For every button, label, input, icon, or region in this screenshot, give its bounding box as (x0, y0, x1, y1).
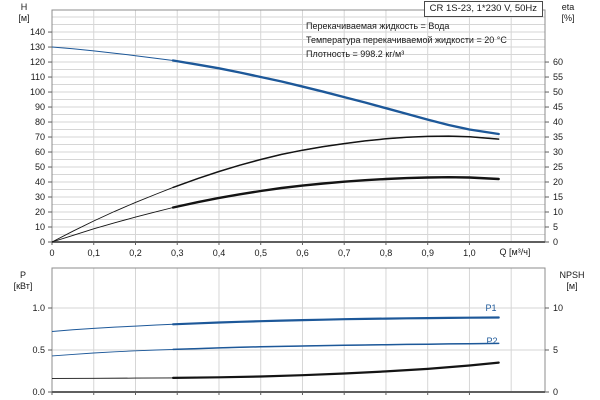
right-axis-tick-label: 0 (553, 387, 558, 397)
x-axis-tick-label: 0,9 (421, 248, 434, 258)
power-axis-unit: [кВт] (13, 281, 33, 291)
left-axis-tick-label: 20 (35, 207, 45, 217)
head-axis-unit: [м] (18, 13, 30, 23)
right-axis-tick-label: 0 (553, 237, 558, 247)
left-axis-tick-label: 0.5 (32, 345, 45, 355)
left-axis-tick-label: 40 (35, 177, 45, 187)
x-axis-tick-label: 0,8 (380, 248, 393, 258)
p1-curve-label: P1 (485, 303, 497, 313)
right-axis-tick-label: 10 (553, 207, 563, 217)
right-axis-tick-label: 45 (553, 102, 563, 112)
eta-axis-label: eta [%] (550, 2, 586, 24)
right-axis-tick-label: 20 (553, 177, 563, 187)
right-axis-tick-label: 25 (553, 162, 563, 172)
eta-total-curve-bold (171, 175, 500, 209)
left-axis-tick-label: 120 (30, 57, 45, 67)
head-axis-label: H [м] (10, 2, 38, 24)
left-axis-tick-label: 100 (30, 87, 45, 97)
right-axis-tick-label: 40 (553, 117, 563, 127)
x-axis-tick-label: 0,4 (213, 248, 226, 258)
x-axis-tick-label: 0,3 (171, 248, 184, 258)
eta-axis-unit: [%] (561, 13, 575, 23)
x-axis-tick-label: 0,6 (296, 248, 309, 258)
right-axis-tick-label: 50 (553, 87, 563, 97)
right-axis-tick-label: 10 (553, 303, 563, 313)
x-axis-tick-label: 0 (49, 248, 54, 258)
p1-curve-bold (172, 316, 500, 326)
pump-type-title: CR 1S-23, 1*230 V, 50Hz (423, 1, 543, 17)
eta-axis-name: eta (561, 2, 575, 12)
right-axis-tick-label: 5 (553, 345, 558, 355)
right-axis-tick-label: 60 (553, 57, 563, 67)
x-axis-tick-label: 0,2 (129, 248, 142, 258)
x-axis-tick-label: 0,7 (338, 248, 351, 258)
left-axis-tick-label: 60 (35, 147, 45, 157)
x-axis-tick-label: 1,0 (463, 248, 476, 258)
power-axis-label: P [кВт] (5, 270, 41, 292)
npsh-axis-name: NPSH (559, 270, 585, 280)
left-axis-tick-label: 50 (35, 162, 45, 172)
p1-curve-thin (51, 317, 499, 332)
left-axis-tick-label: 130 (30, 42, 45, 52)
right-axis-tick-label: 15 (553, 192, 563, 202)
head-curve-bold (171, 59, 500, 136)
npsh-axis-label: NPSH [м] (548, 270, 596, 292)
p2-curve-label: P2 (486, 336, 498, 346)
left-axis-tick-label: 0 (40, 237, 45, 247)
power-axis-name: P (19, 270, 26, 280)
left-axis-tick-label: 140 (30, 27, 45, 37)
plot-border (51, 267, 546, 393)
p2-curve-bold (172, 342, 500, 351)
x-axis-tick-label: 0,5 (254, 248, 267, 258)
left-axis-tick-label: 110 (31, 72, 45, 82)
info-line-liquid: Перекачиваемая жидкость = Вода (306, 21, 450, 31)
left-axis-tick-label: 90 (35, 102, 45, 112)
head-axis-name: H (20, 2, 28, 12)
info-line-temperature: Температура перекачиваемой жидкости = 20… (306, 35, 507, 45)
liquid-info-block: Перекачиваемая жидкость = Вода Температу… (306, 19, 507, 61)
npsh-axis-unit: [м] (566, 281, 578, 291)
right-axis-tick-label: 55 (553, 72, 563, 82)
info-line-density: Плотность = 998.2 кг/м³ (306, 49, 405, 59)
npsh-curve-bold (172, 361, 500, 379)
eta-pump-curve-bold (172, 135, 500, 189)
left-axis-tick-label: 30 (35, 192, 45, 202)
flow-axis-label: Q [м³/ч] (499, 247, 531, 257)
left-axis-tick-label: 1.0 (32, 303, 45, 313)
right-axis-tick-label: 5 (553, 222, 558, 232)
x-axis-tick-label: 0,1 (87, 248, 100, 258)
left-axis-tick-label: 10 (35, 222, 45, 232)
left-axis-tick-label: 70 (35, 132, 45, 142)
left-axis-tick-label: 0.0 (32, 387, 45, 397)
right-axis-tick-label: 35 (553, 132, 563, 142)
right-axis-tick-label: 30 (553, 147, 563, 157)
left-axis-tick-label: 80 (35, 117, 45, 127)
